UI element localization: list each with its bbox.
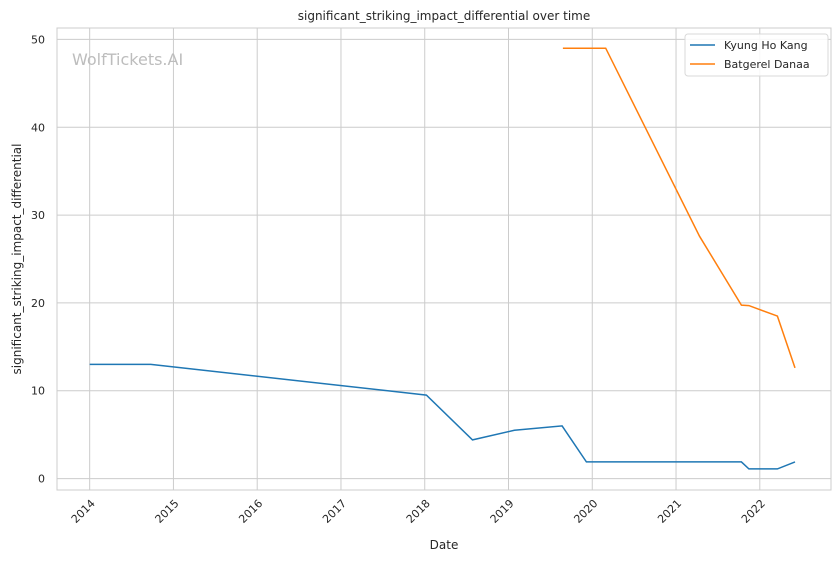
x-tick-label: 2014 <box>69 497 98 526</box>
axes-frame <box>56 27 832 491</box>
x-tick-label: 2016 <box>236 497 265 526</box>
y-tick-label: 20 <box>31 297 45 310</box>
y-tick-label: 40 <box>31 121 45 134</box>
x-tick-label: 2017 <box>320 497 349 526</box>
x-tick-label: 2018 <box>404 497 433 526</box>
y-tick-label: 30 <box>31 209 45 222</box>
y-tick-label: 50 <box>31 33 45 46</box>
watermark: WolfTickets.AI <box>72 50 183 69</box>
x-tick-label: 2019 <box>488 497 517 526</box>
legend-box <box>684 33 829 77</box>
legend-label-batgerel-danaa: Batgerel Danaa <box>724 58 810 71</box>
series-lines <box>89 47 796 470</box>
grid <box>57 28 831 490</box>
ticks: 2014 2015 2016 2017 2018 2019 2020 2021 2022 0 10 2… <box>31 33 768 526</box>
y-axis-label: significant_striking_impact_differential <box>10 144 24 375</box>
chart-title: significant_striking_impact_differential… <box>298 9 590 23</box>
x-tick-label: 2021 <box>655 497 684 526</box>
x-tick-label: 2015 <box>153 497 182 526</box>
y-tick-label: 0 <box>38 473 45 486</box>
x-tick-label: 2022 <box>739 497 768 526</box>
series-line-kyung-ho-kang <box>89 363 796 470</box>
legend: Kyung Ho Kang Batgerel Danaa <box>684 33 829 77</box>
y-tick-label: 10 <box>31 385 45 398</box>
x-axis-label: Date <box>430 538 459 552</box>
x-tick-label: 2020 <box>571 497 600 526</box>
legend-label-kyung-ho-kang: Kyung Ho Kang <box>724 39 808 52</box>
